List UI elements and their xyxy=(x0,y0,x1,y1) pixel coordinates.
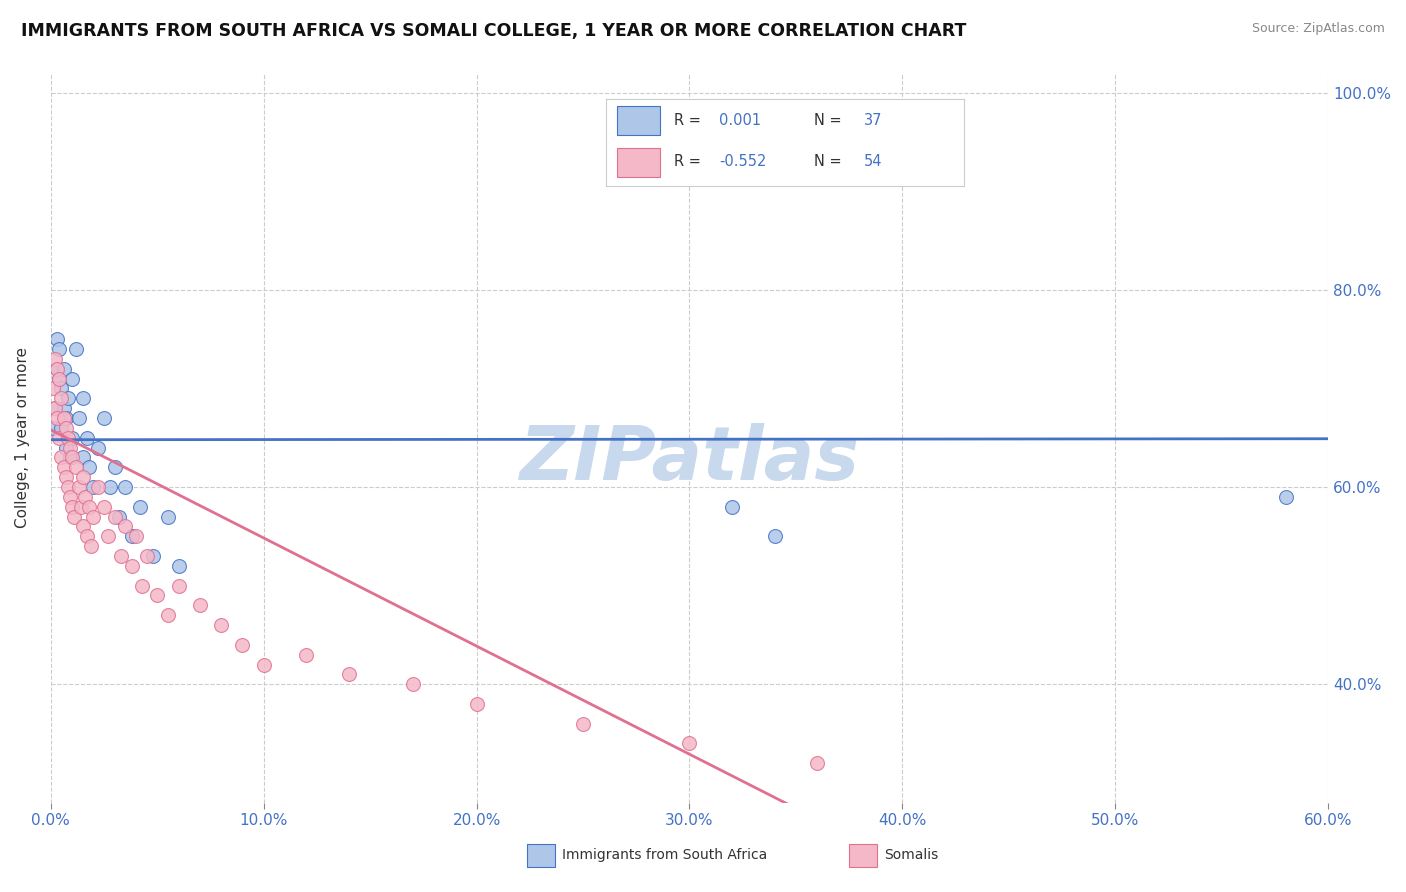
Point xyxy=(156,509,179,524)
Point xyxy=(100,480,122,494)
Point xyxy=(44,351,66,366)
Point xyxy=(131,579,153,593)
Point xyxy=(253,657,276,672)
Point xyxy=(167,579,190,593)
Point xyxy=(110,549,132,563)
Point xyxy=(86,441,108,455)
Point xyxy=(72,470,94,484)
Point xyxy=(55,470,77,484)
Y-axis label: College, 1 year or more: College, 1 year or more xyxy=(15,347,30,528)
Point xyxy=(51,450,73,465)
Point xyxy=(56,392,79,406)
FancyBboxPatch shape xyxy=(527,844,555,867)
Point xyxy=(48,371,70,385)
Point xyxy=(59,441,82,455)
Point xyxy=(65,460,87,475)
Point xyxy=(156,608,179,623)
Text: ZIPatlas: ZIPatlas xyxy=(519,423,859,496)
Point xyxy=(337,667,360,681)
Point xyxy=(42,381,65,395)
Point xyxy=(42,421,65,435)
Point xyxy=(104,460,127,475)
Point xyxy=(721,500,744,514)
Point xyxy=(80,539,103,553)
Point xyxy=(69,500,91,514)
Point xyxy=(63,509,86,524)
Point xyxy=(93,500,115,514)
Point xyxy=(114,519,136,533)
Point xyxy=(82,480,104,494)
Point xyxy=(60,450,83,465)
Point xyxy=(108,509,131,524)
Point xyxy=(46,361,69,376)
Point xyxy=(135,549,157,563)
Point xyxy=(82,509,104,524)
Point xyxy=(52,411,75,425)
Point xyxy=(129,500,152,514)
Point xyxy=(104,509,127,524)
Point xyxy=(51,392,73,406)
Point xyxy=(52,460,75,475)
Point xyxy=(44,401,66,416)
Point xyxy=(806,756,828,770)
FancyBboxPatch shape xyxy=(849,844,877,867)
Text: Immigrants from South Africa: Immigrants from South Africa xyxy=(562,848,768,863)
Point xyxy=(56,431,79,445)
Point xyxy=(72,450,94,465)
Text: Source: ZipAtlas.com: Source: ZipAtlas.com xyxy=(1251,22,1385,36)
Point xyxy=(97,529,120,543)
Point xyxy=(72,519,94,533)
Point xyxy=(76,431,98,445)
Point xyxy=(52,401,75,416)
Point xyxy=(465,697,488,711)
Point xyxy=(114,480,136,494)
Point xyxy=(1274,490,1296,504)
Point xyxy=(146,589,169,603)
Point xyxy=(60,431,83,445)
Point xyxy=(231,638,253,652)
Point xyxy=(59,450,82,465)
Point xyxy=(572,716,595,731)
Point xyxy=(67,480,90,494)
Point xyxy=(678,736,700,750)
Point xyxy=(188,599,211,613)
Point xyxy=(59,490,82,504)
Point xyxy=(46,411,69,425)
Point xyxy=(46,332,69,346)
Point xyxy=(67,411,90,425)
Point xyxy=(65,342,87,356)
Point xyxy=(55,411,77,425)
Point xyxy=(72,392,94,406)
Point xyxy=(77,460,100,475)
Point xyxy=(76,529,98,543)
Point xyxy=(48,371,70,385)
Point xyxy=(209,618,232,632)
Text: Somalis: Somalis xyxy=(884,848,939,863)
Point xyxy=(46,361,69,376)
Point xyxy=(51,381,73,395)
Point xyxy=(56,480,79,494)
Point xyxy=(60,371,83,385)
Point xyxy=(763,529,786,543)
Point xyxy=(295,648,318,662)
Point xyxy=(86,480,108,494)
Point xyxy=(77,500,100,514)
Point xyxy=(48,342,70,356)
Point xyxy=(167,558,190,573)
Point xyxy=(44,401,66,416)
Point xyxy=(73,490,96,504)
Point xyxy=(121,558,143,573)
Point xyxy=(60,500,83,514)
Point xyxy=(48,431,70,445)
Text: IMMIGRANTS FROM SOUTH AFRICA VS SOMALI COLLEGE, 1 YEAR OR MORE CORRELATION CHART: IMMIGRANTS FROM SOUTH AFRICA VS SOMALI C… xyxy=(21,22,966,40)
Point xyxy=(125,529,148,543)
Point xyxy=(52,361,75,376)
Point xyxy=(51,421,73,435)
Point xyxy=(402,677,425,691)
Point xyxy=(55,421,77,435)
Point xyxy=(55,441,77,455)
Point xyxy=(93,411,115,425)
Point xyxy=(121,529,143,543)
Point xyxy=(142,549,165,563)
